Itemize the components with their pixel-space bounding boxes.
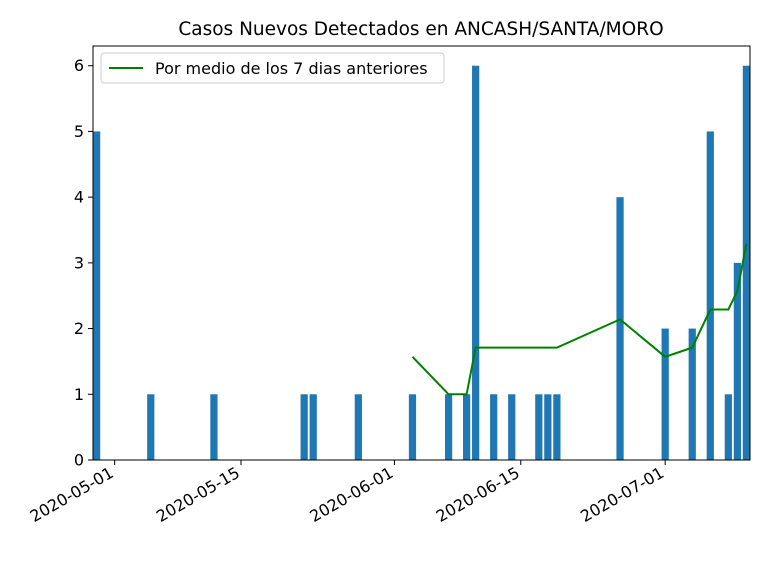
y-tick-label: 6 bbox=[74, 56, 84, 75]
y-tick-label: 2 bbox=[74, 319, 84, 338]
bar bbox=[300, 394, 308, 460]
y-tick-label: 5 bbox=[74, 122, 84, 141]
y-axis: 0 1 2 3 4 5 6 bbox=[74, 56, 93, 470]
x-tick-label: 2020-06-15 bbox=[433, 463, 523, 526]
plot-frame bbox=[92, 45, 751, 461]
bar bbox=[724, 394, 732, 460]
bar bbox=[472, 65, 480, 460]
bar bbox=[733, 262, 741, 460]
y-tick-label: 0 bbox=[74, 451, 84, 470]
bar bbox=[688, 328, 696, 460]
bars-layer bbox=[93, 65, 750, 460]
bar bbox=[444, 394, 453, 460]
legend: Por medio de los 7 dias anteriores bbox=[100, 52, 445, 84]
bar bbox=[463, 394, 471, 460]
bar bbox=[661, 328, 669, 460]
bar bbox=[408, 394, 417, 460]
bar bbox=[553, 394, 561, 460]
series-line bbox=[411, 243, 748, 396]
bar bbox=[490, 394, 498, 460]
x-axis: 2020-05-01 2020-05-15 2020-06-01 2020-06-15… bbox=[27, 460, 667, 526]
bar bbox=[93, 131, 101, 460]
x-tick-label: 2020-05-01 bbox=[27, 463, 117, 526]
bar bbox=[309, 394, 317, 460]
bar bbox=[742, 65, 750, 460]
bar bbox=[535, 394, 543, 460]
y-tick-label: 1 bbox=[74, 385, 84, 404]
legend-box bbox=[100, 52, 445, 84]
bar bbox=[706, 131, 714, 460]
bar bbox=[508, 394, 516, 460]
chart-title: Casos Nuevos Detectados en ANCASH/SANTA/… bbox=[178, 19, 663, 40]
bar bbox=[354, 394, 362, 460]
bar bbox=[544, 394, 552, 460]
y-tick-label: 4 bbox=[74, 188, 84, 207]
x-tick-label: 2020-07-01 bbox=[577, 463, 667, 526]
x-tick-label: 2020-06-01 bbox=[306, 463, 396, 526]
legend-label: Por medio de los 7 dias anteriores bbox=[155, 59, 428, 78]
bar bbox=[210, 394, 218, 460]
x-tick-label: 2020-05-15 bbox=[153, 463, 243, 526]
y-tick-label: 3 bbox=[74, 253, 84, 272]
bar bbox=[147, 394, 155, 460]
bar bbox=[616, 197, 624, 460]
line-layer bbox=[411, 243, 748, 396]
